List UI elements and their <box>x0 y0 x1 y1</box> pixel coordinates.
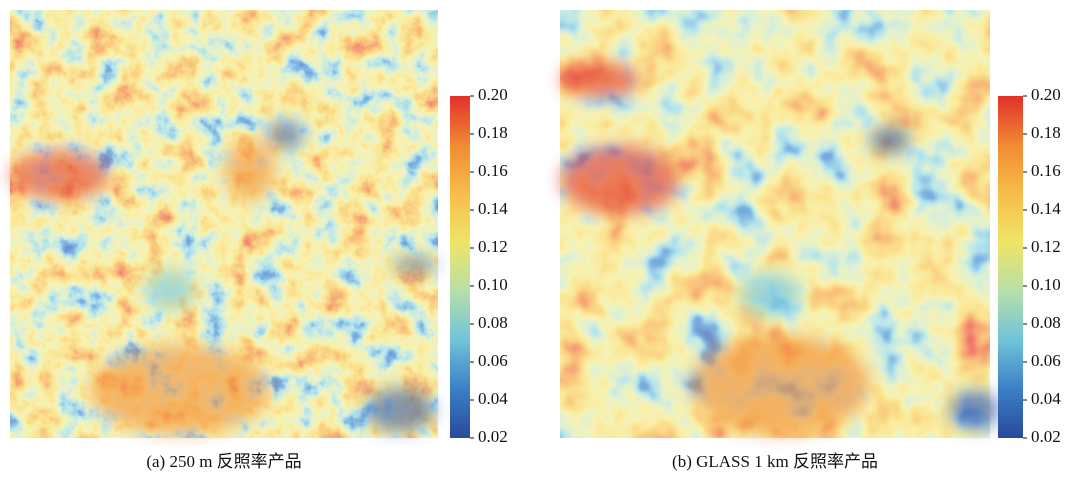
tick-label: 0.14 <box>1031 199 1061 218</box>
tick-label: 0.20 <box>1031 85 1061 104</box>
tick-label: 0.10 <box>478 275 508 294</box>
caption: (b) GLASS 1 km 反照率产品 <box>672 452 878 471</box>
figure: (a) 250 m 反照率产品 0.02 0.04 0.06 0.08 0.10 0.12 0… <box>0 0 1074 476</box>
tick-label: 0.18 <box>1031 123 1061 142</box>
tick-label: 0.06 <box>478 351 508 370</box>
caption: (a) 250 m 反照率产品 <box>146 452 301 471</box>
tick-label: 0.16 <box>478 161 508 180</box>
colorbar <box>450 96 470 438</box>
tick-label: 0.04 <box>478 389 508 408</box>
tick-label: 0.12 <box>1031 237 1061 256</box>
tick-label: 0.20 <box>478 85 508 104</box>
tick-label: 0.08 <box>1031 313 1061 332</box>
tick-label: 0.14 <box>478 199 508 218</box>
tick-label: 0.06 <box>1031 351 1061 370</box>
tick-label: 0.04 <box>1031 389 1061 408</box>
tick-label: 0.08 <box>478 313 508 332</box>
tick-label: 0.18 <box>478 123 508 142</box>
tick-label: 0.12 <box>478 237 508 256</box>
map-a <box>10 10 438 438</box>
tick-label: 0.10 <box>1031 275 1061 294</box>
tick-label: 0.16 <box>1031 161 1061 180</box>
tick-label: 0.02 <box>1031 427 1061 446</box>
colorbar <box>998 96 1023 438</box>
tick-label: 0.02 <box>478 427 508 446</box>
map-b <box>560 10 1000 438</box>
